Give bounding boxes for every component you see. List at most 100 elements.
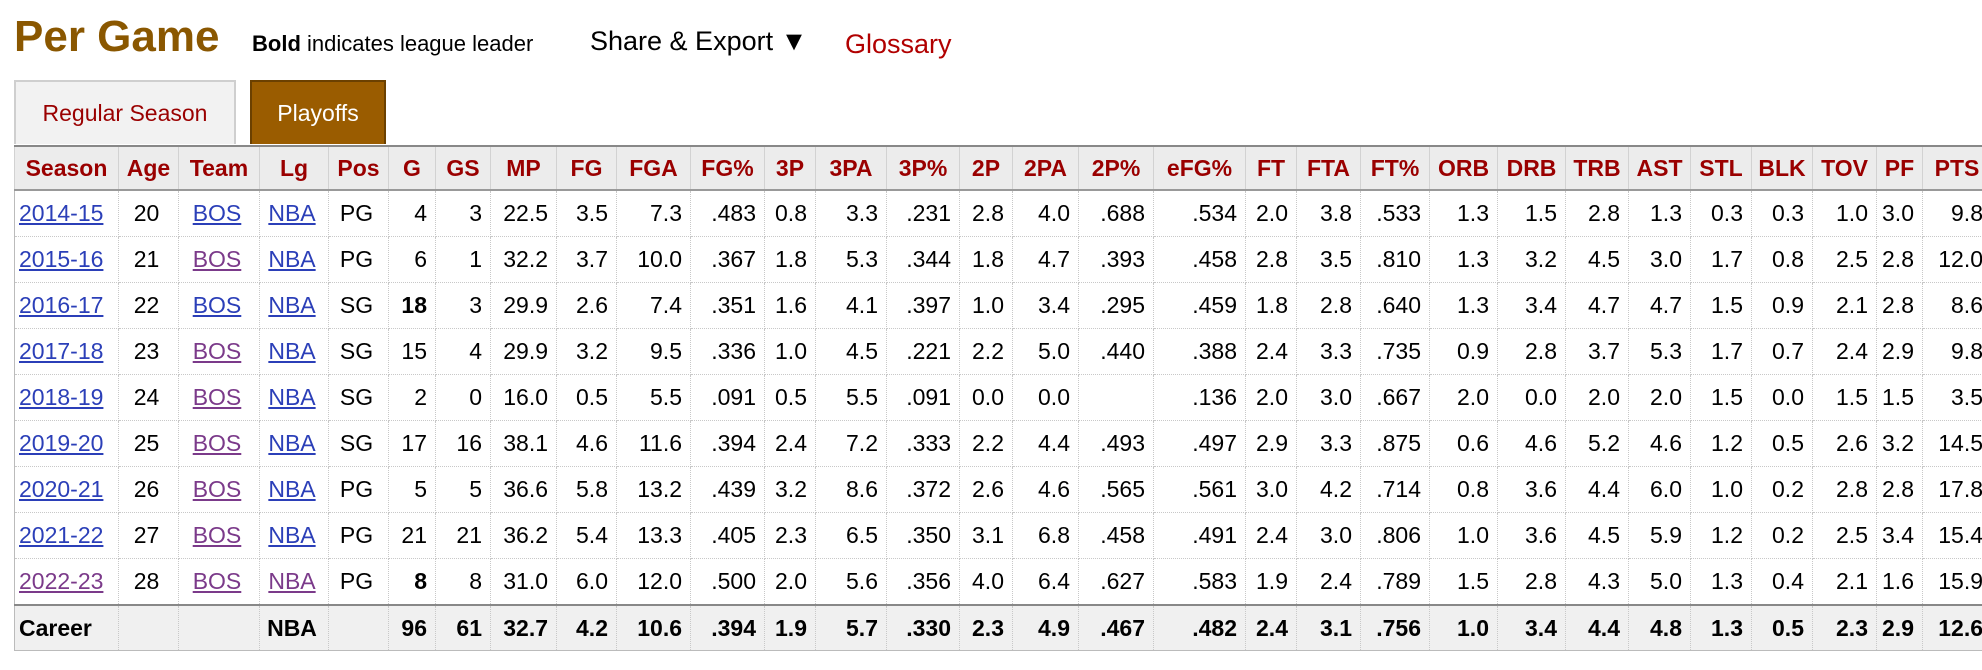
column-header-trb[interactable]: TRB	[1565, 145, 1629, 191]
cell-team: BOS	[178, 328, 260, 375]
cell-stl: 1.7	[1690, 328, 1752, 375]
column-header-mp[interactable]: MP	[490, 145, 557, 191]
column-header-2pa[interactable]: 2PA	[1012, 145, 1079, 191]
cell-lg: NBA	[259, 374, 329, 421]
cell-drb: 2.8	[1497, 328, 1566, 375]
cell-pts: 8.6	[1922, 282, 1982, 329]
team-link[interactable]: BOS	[192, 338, 242, 364]
cell-3pa: 8.6	[815, 466, 887, 513]
cell-mp: 32.2	[490, 236, 557, 283]
column-header-ft-pct[interactable]: FT%	[1360, 145, 1430, 191]
column-header-efg-pct[interactable]: eFG%	[1153, 145, 1246, 191]
column-header-3pa[interactable]: 3PA	[815, 145, 887, 191]
column-header-ft[interactable]: FT	[1245, 145, 1297, 191]
cell-2pa: 4.6	[1012, 466, 1079, 513]
league-link[interactable]: NBA	[268, 246, 316, 272]
column-header-team[interactable]: Team	[178, 145, 260, 191]
career-cell-ast: 4.8	[1628, 604, 1691, 651]
column-header-tov[interactable]: TOV	[1812, 145, 1877, 191]
cell-2pa: 4.0	[1012, 189, 1079, 237]
column-header-blk[interactable]: BLK	[1751, 145, 1813, 191]
league-leader-note: Bold indicates league leader	[252, 31, 533, 57]
team-link[interactable]: BOS	[192, 568, 242, 594]
season-link[interactable]: 2016-17	[19, 292, 104, 318]
cell-pts: 15.4	[1922, 512, 1982, 559]
glossary-link[interactable]: Glossary	[845, 29, 952, 59]
team-link[interactable]: BOS	[192, 200, 242, 226]
season-link[interactable]: 2018-19	[19, 384, 104, 410]
cell-g: 17	[388, 420, 436, 467]
cell-fta: 3.5	[1296, 236, 1361, 283]
column-header-pts[interactable]: PTS	[1922, 145, 1982, 191]
column-header-g[interactable]: G	[388, 145, 436, 191]
column-header-gs[interactable]: GS	[435, 145, 491, 191]
cell-2pa: 0.0	[1012, 374, 1079, 421]
cell-tov: 1.5	[1812, 374, 1877, 421]
column-header-3p-pct[interactable]: 3P%	[886, 145, 960, 191]
cell-2p: 2.8	[959, 189, 1013, 237]
column-header-stl[interactable]: STL	[1690, 145, 1752, 191]
column-header-2p[interactable]: 2P	[959, 145, 1013, 191]
cell-3p-pct: .221	[886, 328, 960, 375]
column-header-lg[interactable]: Lg	[259, 145, 329, 191]
cell-mp: 38.1	[490, 420, 557, 467]
league-link[interactable]: NBA	[268, 522, 316, 548]
season-link[interactable]: 2020-21	[19, 476, 104, 502]
share-export-menu[interactable]: Share & Export ▼	[590, 26, 808, 56]
column-header-ast[interactable]: AST	[1628, 145, 1691, 191]
column-header-pf[interactable]: PF	[1876, 145, 1923, 191]
season-link[interactable]: 2014-15	[19, 200, 104, 226]
season-link[interactable]: 2015-16	[19, 246, 104, 272]
cell-2p-pct: .493	[1078, 420, 1154, 467]
season-link[interactable]: 2022-23	[19, 568, 104, 594]
cell-season: 2018-19	[14, 374, 119, 421]
team-link[interactable]: BOS	[192, 246, 242, 272]
column-header-fg[interactable]: FG	[556, 145, 617, 191]
team-link[interactable]: BOS	[192, 384, 242, 410]
cell-age: 23	[118, 328, 179, 375]
season-link[interactable]: 2017-18	[19, 338, 104, 364]
career-cell-mp: 32.7	[490, 604, 557, 651]
cell-pf: 2.9	[1876, 328, 1923, 375]
league-link[interactable]: NBA	[268, 338, 316, 364]
team-link[interactable]: BOS	[192, 292, 242, 318]
team-link[interactable]: BOS	[192, 522, 242, 548]
cell-3p: 1.8	[764, 236, 816, 283]
league-link[interactable]: NBA	[268, 430, 316, 456]
column-header-fga[interactable]: FGA	[616, 145, 691, 191]
league-link[interactable]: NBA	[268, 384, 316, 410]
column-header-fg-pct[interactable]: FG%	[690, 145, 765, 191]
cell-blk: 0.7	[1751, 328, 1813, 375]
column-header-3p[interactable]: 3P	[764, 145, 816, 191]
column-header-2p-pct[interactable]: 2P%	[1078, 145, 1154, 191]
column-header-season[interactable]: Season	[14, 145, 119, 191]
column-header-age[interactable]: Age	[118, 145, 179, 191]
season-link[interactable]: 2021-22	[19, 522, 104, 548]
cell-ast: 4.6	[1628, 420, 1691, 467]
team-link[interactable]: BOS	[192, 476, 242, 502]
league-link[interactable]: NBA	[268, 476, 316, 502]
cell-fg: 5.4	[556, 512, 617, 559]
column-header-pos[interactable]: Pos	[328, 145, 389, 191]
cell-drb: 0.0	[1497, 374, 1566, 421]
cell-pf: 2.8	[1876, 466, 1923, 513]
cell-blk: 0.4	[1751, 558, 1813, 606]
season-link[interactable]: 2019-20	[19, 430, 104, 456]
column-header-orb[interactable]: ORB	[1429, 145, 1498, 191]
column-header-fta[interactable]: FTA	[1296, 145, 1361, 191]
table-row: 2018-19 24 BOS NBA SG 2 0 16.0 0.5 5.5.091 0.5 5.5.…	[14, 374, 1982, 421]
tab-regular-season[interactable]: Regular Season	[14, 80, 236, 144]
team-link[interactable]: BOS	[192, 430, 242, 456]
league-link[interactable]: NBA	[268, 568, 316, 594]
cell-3pa: 5.6	[815, 558, 887, 606]
column-header-drb[interactable]: DRB	[1497, 145, 1566, 191]
cell-tov: 2.6	[1812, 420, 1877, 467]
cell-drb: 3.2	[1497, 236, 1566, 283]
league-link[interactable]: NBA	[268, 200, 316, 226]
tab-playoffs[interactable]: Playoffs	[250, 80, 386, 144]
cell-ast: 2.0	[1628, 374, 1691, 421]
league-link[interactable]: NBA	[268, 292, 316, 318]
cell-efg-pct: .459	[1153, 282, 1246, 329]
cell-season: 2022-23	[14, 558, 119, 606]
career-cell-3p-pct: .330	[886, 604, 960, 651]
